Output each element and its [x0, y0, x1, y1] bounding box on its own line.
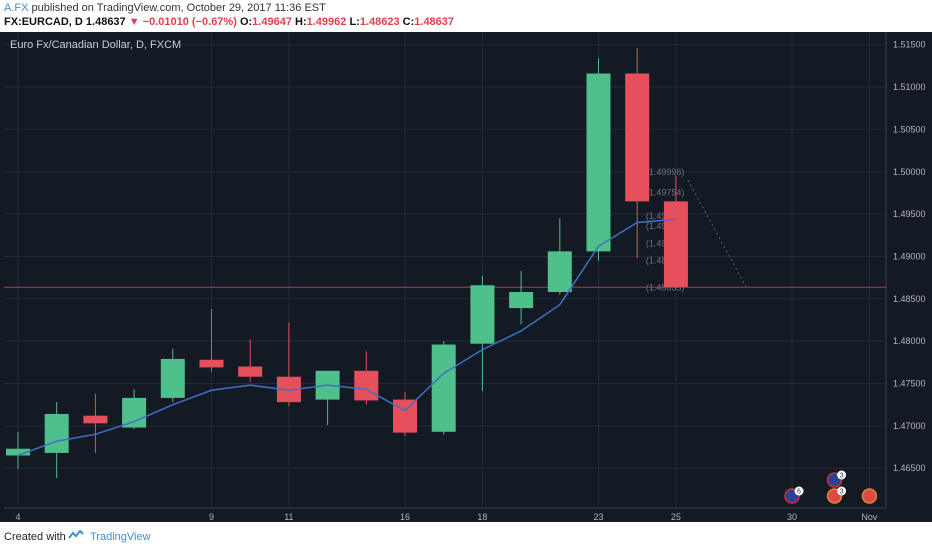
high-label: H: [295, 16, 307, 28]
moving-average-line [17, 218, 676, 457]
y-tick-label: 1.51500 [893, 40, 926, 50]
tradingview-logo-icon [68, 530, 84, 539]
projection-line [687, 179, 749, 291]
down-arrow-icon: ▼ [128, 16, 140, 28]
created-with-text: Created with [4, 531, 66, 543]
y-tick-label: 1.47500 [893, 378, 926, 388]
event-count: 3 [840, 489, 844, 496]
x-tick-label: 23 [593, 512, 603, 522]
close-value: 1.48637 [414, 16, 455, 28]
publish-line: A.FX published on TradingView.com, Octob… [4, 2, 326, 14]
candle-body [354, 370, 379, 401]
footer: Created with TradingView [0, 522, 932, 550]
event-count-badge [837, 486, 847, 496]
candle-body [431, 344, 456, 432]
candle-body [44, 413, 69, 453]
level-label: (1.48635) [646, 282, 685, 292]
event-count-badge [794, 486, 804, 496]
symbol-label: FX:EURCAD, D [4, 16, 83, 28]
low-value: 1.48623 [359, 16, 400, 28]
high-value: 1.49962 [306, 16, 347, 28]
x-tick-label: 11 [284, 512, 293, 522]
x-tick-label: 16 [400, 512, 410, 522]
x-tick-label: 30 [787, 512, 797, 522]
last-price: 1.48637 [85, 16, 126, 28]
event-count-badge [837, 470, 847, 480]
y-tick-label: 1.48500 [893, 294, 926, 304]
candle-body [547, 251, 572, 293]
close-label: C: [402, 16, 415, 28]
candle-body [509, 292, 534, 309]
event-count: 3 [840, 473, 844, 480]
candle-body [122, 397, 147, 428]
publish-info: published on TradingView.com, October 29… [31, 2, 326, 14]
candle-body [470, 285, 495, 344]
chart-area[interactable]: (1.49996)(1.49754)(1.49475)(1.49358)(1.4… [0, 32, 932, 522]
event-count: 6 [797, 489, 801, 496]
x-tick-label: 4 [15, 512, 20, 522]
y-tick-label: 1.49500 [893, 209, 926, 219]
x-tick-label: 9 [209, 512, 214, 522]
y-tick-label: 1.49000 [893, 251, 926, 261]
x-tick-label: 18 [477, 512, 487, 522]
quote-line: FX:EURCAD, D 1.48637 ▼ −0.01010 (−0.67%)… [4, 16, 454, 28]
y-tick-label: 1.50000 [893, 167, 926, 177]
candle-body [6, 448, 30, 456]
candle-body [663, 201, 688, 287]
chart-title: Euro Fx/Canadian Dollar, D, FXCM [10, 39, 181, 51]
candle-body [625, 73, 650, 202]
open-value: 1.49647 [252, 16, 292, 28]
author-link[interactable]: A.FX [4, 2, 29, 14]
y-tick-label: 1.51000 [893, 82, 926, 92]
low-label: L: [349, 16, 360, 28]
event-ca-icon [861, 488, 878, 504]
y-tick-label: 1.48000 [893, 336, 926, 346]
y-tick-label: 1.46500 [893, 463, 926, 473]
candle-body [586, 73, 611, 252]
candle-body [83, 415, 108, 424]
candle-body [160, 358, 185, 398]
candle-body [238, 366, 263, 377]
x-tick-label: Nov [861, 512, 878, 522]
x-tick-label: 25 [671, 512, 681, 522]
brand-link[interactable]: TradingView [90, 531, 151, 543]
level-label: (1.49754) [646, 188, 685, 198]
candle-body [393, 399, 417, 433]
candlestick-chart[interactable]: (1.49996)(1.49754)(1.49475)(1.49358)(1.4… [0, 32, 932, 522]
open-label: O: [239, 16, 253, 28]
level-label: (1.49996) [646, 167, 685, 177]
y-tick-label: 1.47000 [893, 421, 926, 431]
y-tick-label: 1.50500 [893, 124, 926, 134]
candle-body [199, 359, 224, 368]
price-change: −0.01010 (−0.67%) [142, 16, 237, 28]
